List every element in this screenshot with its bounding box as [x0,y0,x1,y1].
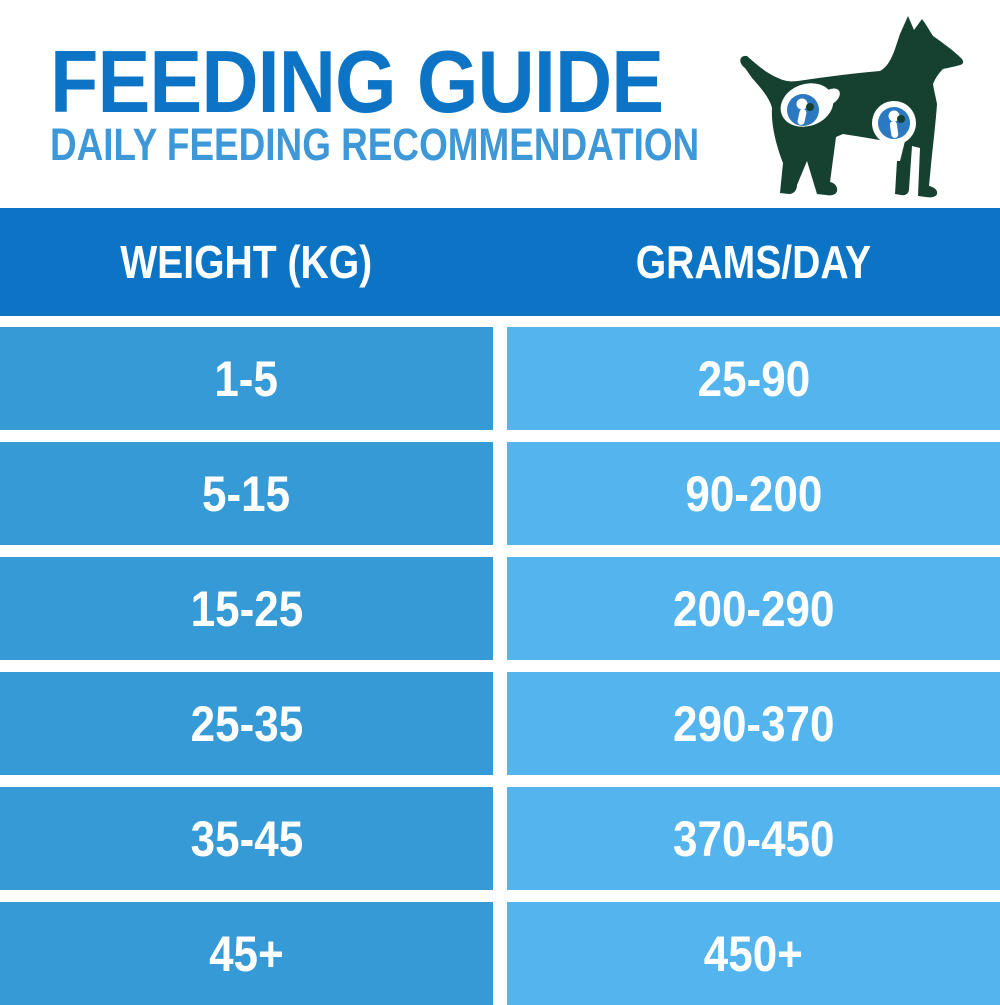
column-header-grams: GRAMS/DAY [507,208,1000,316]
weight-value: 15-25 [190,580,303,637]
page-subtitle-text: DAILY FEEDING RECOMMENDATION [50,119,700,170]
weight-value: 35-45 [190,810,303,867]
weight-value: 5-15 [202,465,291,522]
grams-value: 290-370 [672,695,835,752]
grams-value: 90-200 [684,465,823,522]
hip-joint-icon [780,83,840,127]
table-row-4-weight-cell: 35-45 [0,787,493,890]
table-header-band [0,208,1000,316]
table-row-5-grams-cell: 450+ [507,902,1000,1005]
table-row-1-weight-cell: 5-15 [0,442,493,545]
dog-silhouette [740,16,964,198]
weight-value: 1-5 [214,350,279,407]
grams-value: 200-290 [672,580,835,637]
grams-value: 25-90 [697,350,810,407]
column-header-grams-label: GRAMS/DAY [635,236,872,288]
table-row-3-grams-cell: 290-370 [507,672,1000,775]
weight-value: 25-35 [190,695,303,752]
page-title: FEEDING GUIDE [50,38,731,126]
dog-icon [740,16,964,198]
shoulder-joint-icon [872,101,916,161]
page-title-text: FEEDING GUIDE [50,32,664,131]
table-row-0-weight-cell: 1-5 [0,327,493,430]
grams-value: 450+ [703,925,804,982]
table-row-0-grams-cell: 25-90 [507,327,1000,430]
table-row-2-weight-cell: 15-25 [0,557,493,660]
column-header-weight: WEIGHT (KG) [0,208,493,316]
weight-value: 45+ [209,925,284,982]
table-row-2-grams-cell: 200-290 [507,557,1000,660]
page-subtitle: DAILY FEEDING RECOMMENDATION [50,122,842,167]
grams-value: 370-450 [672,810,835,867]
table-row-4-grams-cell: 370-450 [507,787,1000,890]
table-row-3-weight-cell: 25-35 [0,672,493,775]
table-row-1-grams-cell: 90-200 [507,442,1000,545]
table-row-5-weight-cell: 45+ [0,902,493,1005]
column-header-weight-label: WEIGHT (KG) [120,236,373,288]
